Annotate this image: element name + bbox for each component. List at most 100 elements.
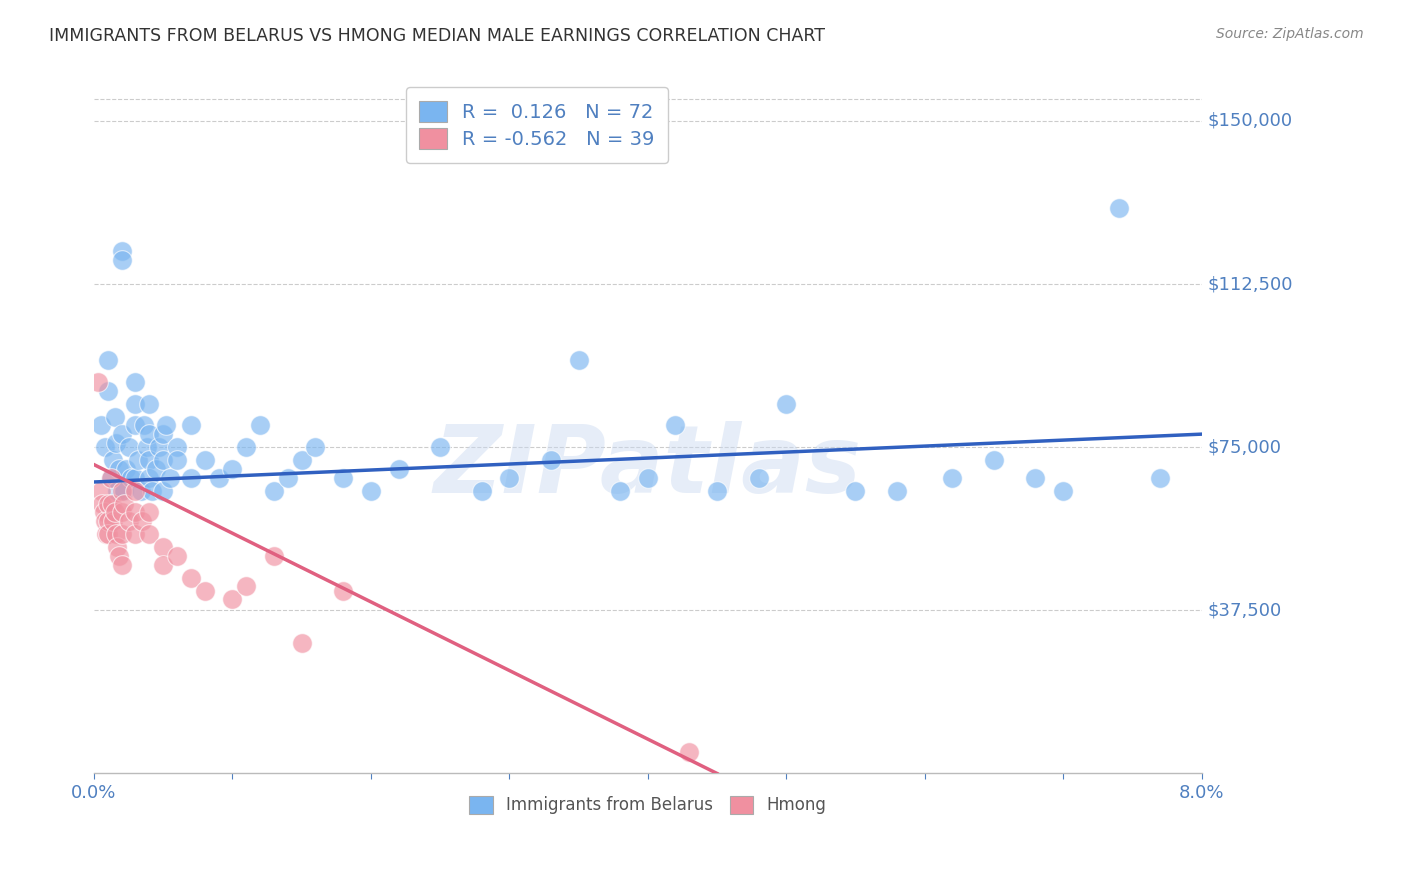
Point: [90, 483, 112, 498]
Point: [135, 440, 157, 454]
Point: [637, 470, 659, 484]
Point: [277, 470, 299, 484]
Point: [97, 497, 120, 511]
Point: [117, 440, 139, 454]
Point: [180, 571, 202, 585]
Point: [152, 483, 174, 498]
Point: [108, 462, 131, 476]
Point: [96, 527, 118, 541]
Point: [235, 579, 257, 593]
Point: [124, 375, 146, 389]
Point: [207, 470, 229, 484]
Point: [148, 440, 170, 454]
Point: [111, 527, 134, 541]
Point: [664, 418, 686, 433]
Point: [678, 745, 700, 759]
Point: [90, 418, 112, 433]
Point: [235, 440, 257, 454]
Point: [111, 483, 134, 498]
Point: [360, 483, 382, 498]
Point: [138, 397, 160, 411]
Point: [101, 497, 124, 511]
Point: [941, 470, 963, 484]
Point: [304, 440, 326, 454]
Text: $37,500: $37,500: [1208, 601, 1281, 619]
Point: [94, 440, 117, 454]
Point: [141, 483, 163, 498]
Point: [152, 453, 174, 467]
Point: [609, 483, 631, 498]
Point: [103, 514, 125, 528]
Point: [706, 483, 728, 498]
Point: [180, 470, 202, 484]
Point: [180, 418, 202, 433]
Point: [105, 527, 128, 541]
Point: [471, 483, 494, 498]
Point: [844, 483, 866, 498]
Point: [131, 514, 153, 528]
Point: [124, 418, 146, 433]
Point: [111, 505, 134, 519]
Point: [166, 440, 188, 454]
Point: [332, 470, 354, 484]
Point: [263, 483, 285, 498]
Point: [124, 483, 146, 498]
Point: [97, 527, 120, 541]
Point: [1108, 201, 1130, 215]
Point: [108, 549, 131, 563]
Point: [155, 418, 177, 433]
Point: [112, 497, 135, 511]
Point: [91, 497, 114, 511]
Point: [124, 397, 146, 411]
Point: [152, 540, 174, 554]
Point: [124, 505, 146, 519]
Point: [429, 440, 451, 454]
Point: [540, 453, 562, 467]
Point: [1149, 470, 1171, 484]
Point: [138, 427, 160, 442]
Point: [97, 514, 120, 528]
Point: [111, 427, 134, 442]
Point: [112, 483, 135, 498]
Point: [194, 453, 217, 467]
Point: [129, 483, 152, 498]
Point: [152, 427, 174, 442]
Point: [103, 453, 125, 467]
Point: [132, 418, 155, 433]
Point: [87, 375, 110, 389]
Point: [291, 453, 314, 467]
Point: [748, 470, 770, 484]
Point: [1052, 483, 1074, 498]
Point: [100, 470, 122, 484]
Point: [159, 470, 181, 484]
Text: Source: ZipAtlas.com: Source: ZipAtlas.com: [1216, 27, 1364, 41]
Point: [775, 397, 797, 411]
Point: [1024, 470, 1046, 484]
Point: [886, 483, 908, 498]
Point: [114, 462, 136, 476]
Point: [111, 244, 134, 259]
Point: [105, 435, 128, 450]
Point: [107, 483, 129, 498]
Point: [120, 470, 142, 484]
Point: [107, 540, 129, 554]
Point: [291, 636, 314, 650]
Point: [332, 583, 354, 598]
Text: $150,000: $150,000: [1208, 112, 1292, 130]
Point: [104, 409, 127, 424]
Point: [117, 514, 139, 528]
Point: [145, 462, 167, 476]
Point: [127, 453, 149, 467]
Point: [93, 505, 115, 519]
Point: [138, 527, 160, 541]
Point: [567, 353, 589, 368]
Point: [100, 470, 122, 484]
Text: $112,500: $112,500: [1208, 275, 1292, 293]
Point: [104, 505, 127, 519]
Point: [124, 470, 146, 484]
Point: [111, 558, 134, 572]
Point: [221, 462, 243, 476]
Point: [498, 470, 520, 484]
Point: [166, 453, 188, 467]
Point: [138, 505, 160, 519]
